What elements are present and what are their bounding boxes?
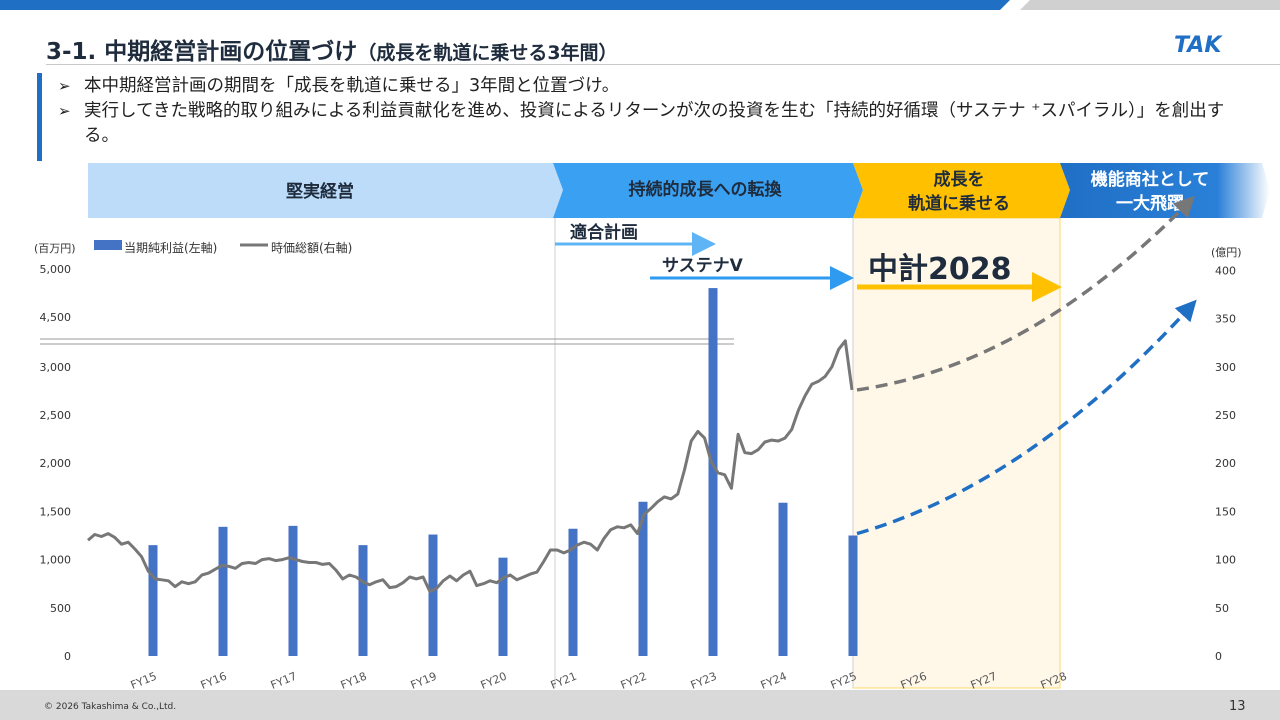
- x-tick-label: FY21: [549, 670, 579, 690]
- phase-2-shape: [553, 163, 863, 218]
- phase-banner: 堅実経営 持続的成長への転換 成長を 軌道に乗せる 機能商社として 一大飛躍: [88, 163, 1270, 218]
- bar-FY20: [498, 557, 508, 656]
- right-tick-label: 50: [1215, 602, 1229, 615]
- plan-label: サステナV: [662, 256, 744, 276]
- bullet-item: ➢ 本中期経営計画の期間を「成長を軌道に乗せる」3年間と位置づけ。: [58, 74, 1228, 99]
- x-tick-label: FY22: [619, 670, 649, 690]
- phase-3-label-line1: 成長を: [934, 169, 985, 190]
- bullet-marker-icon: ➢: [58, 102, 71, 120]
- page-title: 3-1. 中期経営計画の位置づけ（成長を軌道に乗せる3年間）: [46, 32, 618, 66]
- phase-4-label-line2: 一大飛躍: [1116, 193, 1184, 214]
- left-tick-label: 2,500: [40, 409, 72, 422]
- x-tick-label: FY17: [269, 670, 299, 690]
- bar-FY19: [428, 534, 438, 656]
- left-tick-label: 3,000: [40, 361, 72, 374]
- phase-2-label: 持続的成長への転換: [629, 179, 783, 200]
- bar-FY17: [288, 525, 298, 656]
- legend-line-label: 時価総額(右軸): [271, 240, 352, 255]
- plan-period-highlight: [852, 217, 1061, 689]
- right-tick-label: 0: [1215, 650, 1222, 663]
- left-tick-label: 0: [64, 650, 71, 663]
- bullet-text: 実行してきた戦略的取り組みによる利益貢献化を進め、投資によるリターンが次の投資を…: [84, 101, 1225, 146]
- x-tick-label: FY20: [479, 670, 509, 690]
- right-tick-label: 400: [1215, 264, 1236, 277]
- right-tick-label: 250: [1215, 409, 1236, 422]
- bullet-marker-icon: ➢: [58, 77, 71, 95]
- title-divider: [46, 64, 1280, 65]
- left-axis-unit: (百万円): [34, 242, 76, 255]
- chart: 堅実経営 持続的成長への転換 成長を 軌道に乗せる 機能商社として 一大飛躍 適…: [34, 163, 1270, 690]
- footer-bar: [0, 690, 1280, 720]
- left-tick-label: 1,000: [40, 554, 72, 567]
- title-main: 3-1. 中期経営計画の位置づけ: [46, 39, 358, 65]
- company-logo: TAK: [1174, 33, 1223, 58]
- left-tick-label: 500: [50, 602, 71, 615]
- right-tick-label: 350: [1215, 313, 1236, 326]
- right-axis-unit: (億円): [1211, 246, 1242, 259]
- x-tick-label: FY24: [759, 670, 789, 690]
- left-tick-label: 5,000: [40, 263, 72, 276]
- x-tick-label: FY18: [339, 670, 369, 690]
- bar-FY22: [638, 501, 648, 656]
- left-axis: 0 500 1,000 1,500 2,000 2,500 3,000 4,500 5,000: [40, 263, 72, 663]
- left-tick-label: 4,500: [40, 311, 72, 324]
- left-tick-label: 2,000: [40, 457, 72, 470]
- x-tick-label: FY23: [689, 670, 719, 690]
- bar-FY25: [848, 535, 858, 656]
- bullet-accent-bar: [37, 73, 42, 161]
- phase-4-shape: [1060, 163, 1270, 218]
- plan-label-main: 中計2028: [868, 252, 1012, 287]
- copyright: © 2026 Takashima & Co.,Ltd.: [44, 702, 177, 712]
- market-cap-line: [87, 339, 854, 593]
- legend-bar-swatch: [94, 240, 122, 250]
- phase-1-shape: [88, 163, 563, 218]
- bar-FY24: [778, 502, 788, 656]
- phase-3-shape: [853, 163, 1070, 218]
- phase-3-label-line2: 軌道に乗せる: [908, 193, 1010, 214]
- phase-1-label: 堅実経営: [286, 181, 354, 202]
- right-tick-label: 150: [1215, 505, 1236, 518]
- right-tick-label: 300: [1215, 361, 1236, 374]
- logo-text: TAK: [1174, 33, 1223, 58]
- forecast-line-gray: [856, 195, 1195, 392]
- x-tick-label: FY19: [409, 670, 439, 690]
- right-axis: 0 50 100 150 200 250 300 350 400: [1215, 264, 1236, 663]
- page-number: 13: [1229, 699, 1246, 714]
- legend-bar-label: 当期純利益(左軸): [124, 240, 217, 255]
- bar-FY15: [148, 545, 158, 656]
- right-tick-label: 100: [1215, 554, 1236, 567]
- phase-4-label-line1: 機能商社として: [1091, 169, 1210, 190]
- right-tick-label: 200: [1215, 457, 1236, 470]
- bullet-list: ➢ 本中期経営計画の期間を「成長を軌道に乗せる」3年間と位置づけ。 ➢ 実行してきた…: [58, 74, 1228, 149]
- plan-label: 適合計画: [570, 222, 638, 243]
- forecast-line-blue: [856, 299, 1197, 536]
- bar-series: [148, 288, 858, 656]
- bar-FY16: [218, 526, 228, 656]
- bullet-item: ➢ 実行してきた戦略的取り組みによる利益貢献化を進め、投資によるリターンが次の投資…: [58, 99, 1228, 149]
- bar-FY18: [358, 545, 368, 656]
- left-tick-label: 1,500: [40, 505, 72, 518]
- top-accent-bar: [0, 0, 1280, 10]
- title-subtitle: （成長を軌道に乗せる3年間）: [357, 42, 618, 64]
- x-tick-label: FY15: [129, 670, 159, 690]
- bullet-text: 本中期経営計画の期間を「成長を軌道に乗せる」3年間と位置づけ。: [84, 76, 620, 96]
- bar-FY21: [568, 528, 578, 656]
- bar-FY23: [708, 288, 718, 656]
- x-tick-label: FY16: [199, 670, 229, 690]
